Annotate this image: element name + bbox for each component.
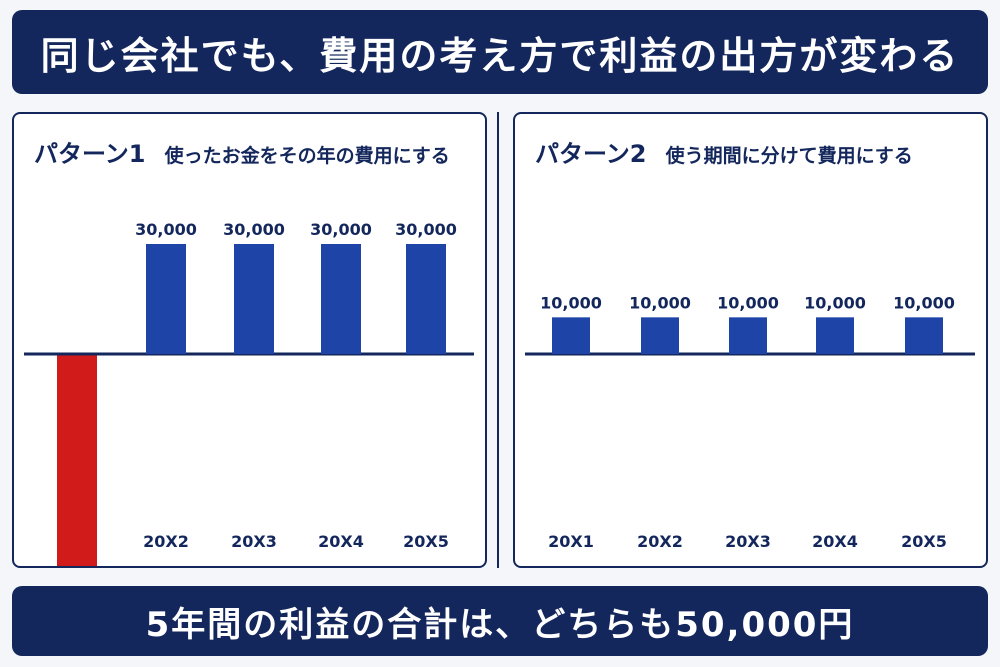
pattern-2-heading: パターン2 使う期間に分けて費用にする: [535, 134, 976, 169]
category-label: 20X4: [812, 532, 858, 551]
category-label: 20X3: [725, 532, 771, 551]
pattern-1-heading: パターン1 使ったお金をその年の費用にする: [34, 134, 475, 169]
value-label: 10,000: [717, 293, 779, 312]
bar-20X5: [905, 317, 943, 354]
category-label: 20X5: [901, 532, 947, 551]
bar-20X4: [816, 317, 854, 354]
pattern-2-title: パターン2: [535, 140, 647, 168]
bar-20X1: [57, 355, 97, 566]
summary-text: 5年間の利益の合計は、どちらも50,000円: [145, 604, 855, 645]
category-label: 20X2: [637, 532, 683, 551]
panel-divider: [497, 112, 499, 568]
category-label: 20X3: [231, 532, 277, 551]
pattern-1-subtitle: 使ったお金をその年の費用にする: [164, 145, 450, 167]
summary-banner: 5年間の利益の合計は、どちらも50,000円: [12, 586, 988, 656]
title-banner: 同じ会社でも、費用の考え方で利益の出方が変わる: [12, 10, 988, 94]
pattern-1-panel: パターン1 使ったお金をその年の費用にする −70,00020X130,0002…: [12, 112, 487, 568]
value-label: 10,000: [540, 293, 602, 312]
page-title: 同じ会社でも、費用の考え方で利益の出方が変わる: [40, 33, 960, 78]
value-label: 30,000: [310, 220, 372, 239]
bar-20X4: [321, 244, 361, 354]
pattern-1-chart: −70,00020X130,00020X230,00020X330,00020X…: [24, 220, 474, 566]
bar-20X2: [146, 244, 186, 354]
pattern-2-panel: パターン2 使う期間に分けて費用にする 10,000 20X1 10,000 20X2…: [513, 112, 988, 568]
value-label: 10,000: [893, 293, 955, 312]
pattern-1-title: パターン1: [34, 140, 146, 168]
pattern-2-subtitle: 使う期間に分けて費用にする: [665, 145, 913, 167]
category-label: 20X2: [143, 532, 189, 551]
category-label: 20X1: [548, 532, 594, 551]
bar-20X2: [641, 317, 679, 354]
category-label: 20X5: [403, 532, 449, 551]
value-label: 10,000: [804, 293, 866, 312]
bar-20X5: [406, 244, 446, 354]
bar-20X3: [234, 244, 274, 354]
pattern-2-chart: 10,000 20X1 10,000 20X2 10,000 20X3 10,000 20X4…: [525, 293, 975, 551]
value-label: 10,000: [629, 293, 691, 312]
category-label: 20X4: [318, 532, 364, 551]
value-label: 30,000: [135, 220, 197, 239]
value-label: 30,000: [395, 220, 457, 239]
bar-20X3: [729, 317, 767, 354]
bar-20X1: [552, 317, 590, 354]
value-label: 30,000: [223, 220, 285, 239]
